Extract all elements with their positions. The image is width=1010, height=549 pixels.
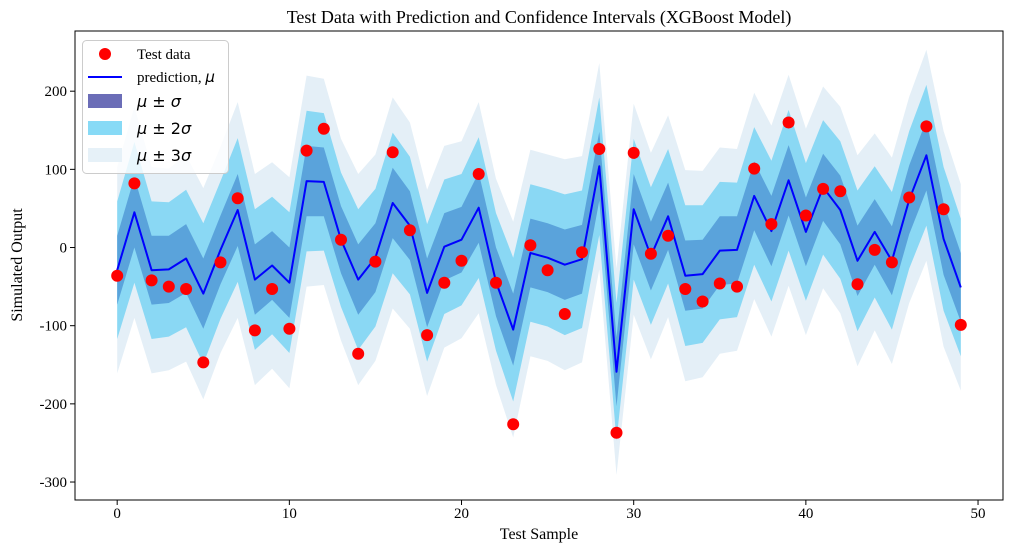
label-run: prediction, [137, 70, 205, 86]
legend-swatch-1sigma [88, 94, 122, 108]
math-symbol: μ [136, 92, 147, 111]
x-tick-label: 30 [626, 506, 641, 522]
math-symbol: σ [181, 119, 192, 138]
test-data-point [903, 191, 916, 204]
test-data-point [920, 120, 933, 133]
test-data-point [266, 283, 279, 295]
y-tick-label: 0 [60, 241, 68, 257]
test-data-point [817, 182, 830, 195]
test-data-point [937, 203, 950, 216]
math-symbol: μ [136, 119, 147, 138]
test-data-point [421, 329, 434, 342]
test-data-point [438, 276, 451, 289]
test-data-point [180, 283, 193, 295]
y-tick-label: 100 [45, 162, 68, 178]
band-1sigma [117, 120, 961, 407]
legend: Test data prediction, μ μ ± σ μ ± 2σ μ ±… [82, 40, 229, 174]
test-data-point [610, 426, 623, 439]
x-tick-label: 10 [282, 506, 297, 522]
math-symbol: μ [136, 146, 147, 165]
y-axis-label: Simulated Output [9, 208, 26, 322]
legend-marker-test-data [99, 48, 111, 60]
test-data-point [868, 243, 881, 256]
test-data-point [369, 255, 382, 268]
axes-frame [74, 30, 1004, 501]
math-symbol: μ [204, 68, 215, 86]
x-tick-label: 40 [798, 506, 813, 522]
legend-box [82, 40, 229, 174]
y-tick-label: -100 [40, 319, 68, 335]
test-data-point [317, 122, 330, 135]
test-data-point [214, 256, 227, 269]
test-data-point [834, 185, 847, 198]
legend-label-1sigma: μ ± σ [136, 92, 182, 111]
y-axis: 200 100 0 -100 -200 -300 [40, 84, 75, 491]
math-symbol: σ [181, 146, 192, 165]
y-tick-label: -200 [40, 397, 68, 413]
label-run: ± [147, 92, 171, 111]
test-data-point [386, 146, 399, 159]
legend-label-prediction: prediction, μ [137, 68, 215, 86]
test-data-point [576, 246, 588, 259]
test-data-point [128, 177, 141, 190]
test-data-point [851, 278, 864, 291]
legend-label-test-data: Test data [137, 47, 191, 63]
test-data-point [507, 418, 520, 431]
test-data-point [335, 233, 347, 246]
test-data-point [765, 218, 778, 231]
test-data-point [490, 276, 502, 289]
math-symbol: σ [171, 92, 182, 111]
test-data-point [524, 239, 537, 252]
test-data-point [352, 347, 365, 360]
x-tick-label: 50 [971, 506, 986, 522]
test-data-point [954, 318, 967, 331]
test-data-point [111, 269, 124, 282]
test-data-point [627, 146, 640, 159]
chart-title: Test Data with Prediction and Confidence… [287, 7, 792, 28]
test-data-point [679, 283, 692, 295]
test-data-point [644, 247, 657, 260]
legend-label-3sigma: μ ± 3σ [136, 146, 192, 165]
prediction-line [116, 154, 962, 373]
test-data-point [696, 295, 709, 308]
test-data-point [455, 254, 468, 267]
test-data-point [782, 116, 795, 129]
x-tick-label: 20 [454, 506, 469, 522]
test-data-point [541, 264, 554, 277]
y-tick-label: -300 [40, 475, 68, 491]
test-data-point [231, 192, 244, 205]
test-data-point [145, 274, 158, 287]
test-data-point [799, 209, 812, 222]
test-data-point [197, 356, 210, 369]
label-run: ± 2 [147, 119, 181, 138]
x-tick-label: 0 [113, 506, 121, 522]
x-axis: 0 10 20 30 40 50 [113, 500, 986, 522]
legend-label-2sigma: μ ± 2σ [136, 119, 192, 138]
legend-swatch-2sigma [88, 121, 122, 135]
y-tick-label: 200 [45, 84, 68, 100]
x-axis-label: Test Sample [500, 526, 578, 543]
test-data-point [713, 277, 726, 290]
test-data-point [162, 280, 175, 293]
test-data-point [403, 224, 416, 237]
test-data-point [885, 256, 898, 269]
test-data-point [748, 162, 761, 175]
test-data-point [283, 322, 296, 335]
test-data-point [472, 168, 485, 180]
test-data-point [248, 324, 261, 337]
test-data-point [731, 280, 743, 293]
test-data-point [662, 229, 675, 242]
plot-layer [111, 49, 967, 476]
legend-swatch-3sigma [88, 148, 122, 162]
test-data-point [593, 143, 606, 155]
test-data-point [300, 144, 313, 157]
label-run: ± 3 [147, 146, 181, 165]
test-data-point [558, 308, 571, 320]
